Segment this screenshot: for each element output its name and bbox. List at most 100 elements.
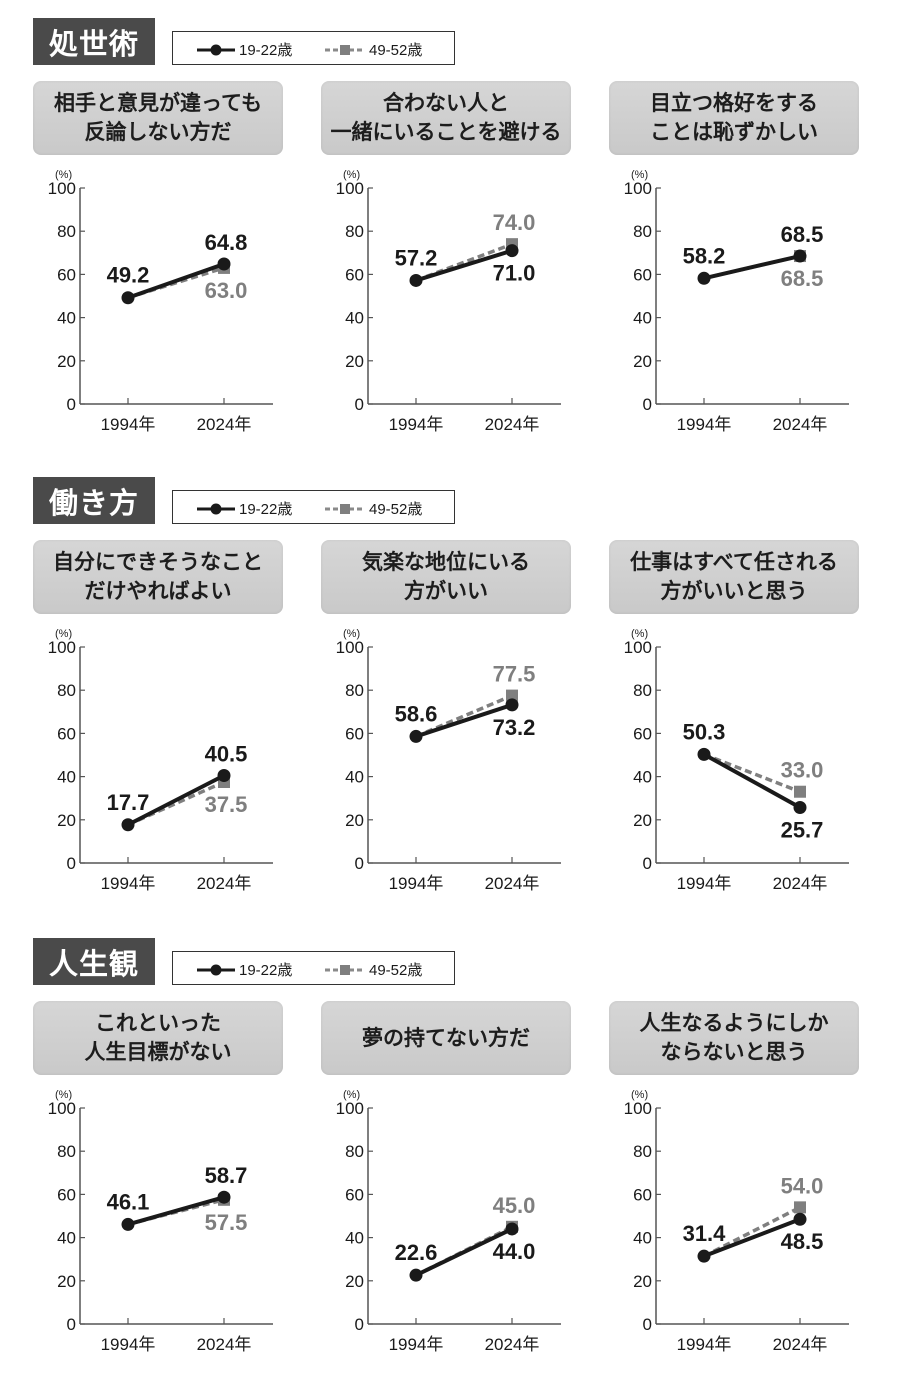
chart-title-line: これといった [95, 1011, 221, 1035]
circle-marker-icon [121, 818, 135, 832]
svg-text:40: 40 [633, 768, 652, 787]
chart-title-line: 人生目標がない [84, 1040, 232, 1064]
chart-title-card: 気楽な地位にいる 方がいい [321, 540, 571, 614]
svg-text:40: 40 [633, 1229, 652, 1248]
legend: 19-22歳 49-52歳 [172, 490, 455, 524]
series-19-22-line [127, 262, 225, 300]
svg-text:0: 0 [355, 395, 364, 414]
series-19-22-line [415, 248, 513, 283]
circle-marker-icon [505, 1222, 519, 1236]
svg-text:68.5: 68.5 [781, 222, 824, 247]
dashed-line-square-icon [325, 503, 365, 514]
line-chart: (%) 0 20 40 60 80 100 1994年 2024年 57.2 74.0 71.0 [321, 160, 601, 440]
chart-title-card: これといった 人生目標がない [33, 1001, 283, 1075]
svg-text:(%): (%) [631, 169, 648, 181]
svg-text:80: 80 [345, 1142, 364, 1161]
svg-text:80: 80 [57, 222, 76, 241]
svg-text:40: 40 [345, 309, 364, 328]
series-19-22-line [415, 1227, 513, 1277]
chart-svg: (%) 0 20 40 60 80 100 1994年 2024年 58.2 68.5 68.5 [624, 169, 849, 434]
svg-text:73.2: 73.2 [493, 715, 536, 740]
svg-text:2024年: 2024年 [773, 874, 828, 893]
svg-text:(%): (%) [631, 628, 648, 640]
chart-svg: (%) 0 20 40 60 80 100 1994年 2024年 46.1 58.7 57.5 [48, 1089, 273, 1354]
chart-title-card: 夢の持てない方だ [321, 1001, 571, 1075]
svg-text:46.1: 46.1 [107, 1189, 150, 1214]
svg-text:71.0: 71.0 [493, 261, 536, 286]
svg-text:2024年: 2024年 [485, 1335, 540, 1354]
svg-text:1994年: 1994年 [389, 1335, 444, 1354]
chart-title-card: 相手と意見が違っても 反論しない方だ [33, 81, 283, 155]
svg-text:60: 60 [57, 265, 76, 284]
svg-text:1994年: 1994年 [677, 874, 732, 893]
legend: 19-22歳 49-52歳 [172, 951, 455, 985]
svg-text:48.5: 48.5 [781, 1229, 824, 1254]
svg-text:20: 20 [633, 1272, 652, 1291]
series-19-22-line [703, 752, 801, 810]
svg-text:20: 20 [57, 811, 76, 830]
svg-text:1994年: 1994年 [389, 415, 444, 434]
legend-item-49-52: 49-52歳 [325, 39, 422, 60]
chart-svg: (%) 0 20 40 60 80 100 1994年 2024年 50.3 33.0 25.7 [624, 628, 849, 893]
chart-title-card: 人生なるようにしか ならないと思う [609, 1001, 859, 1075]
svg-text:45.0: 45.0 [493, 1193, 536, 1218]
svg-text:20: 20 [57, 1272, 76, 1291]
svg-text:54.0: 54.0 [781, 1173, 824, 1198]
chart-title-line: 人生なるようにしか [639, 1011, 829, 1035]
svg-text:80: 80 [345, 681, 364, 700]
solid-line-circle-icon [197, 503, 235, 514]
svg-text:80: 80 [633, 1142, 652, 1161]
chart-svg: (%) 0 20 40 60 80 100 1994年 2024年 58.6 77.5 73.2 [336, 628, 561, 893]
chart-title-card: 自分にできそうなこと だけやればよい [33, 540, 283, 614]
legend-item-49-52: 49-52歳 [325, 959, 422, 980]
chart-title-card: 合わない人と 一緒にいることを避ける [321, 81, 571, 155]
svg-text:58.6: 58.6 [395, 701, 438, 726]
circle-marker-icon [121, 291, 135, 305]
line-chart: (%) 0 20 40 60 80 100 1994年 2024年 17.7 40.5 37.5 [33, 619, 313, 899]
line-chart: (%) 0 20 40 60 80 100 1994年 2024年 58.2 68.5 68.5 [609, 160, 889, 440]
svg-text:80: 80 [57, 1142, 76, 1161]
svg-text:100: 100 [336, 638, 364, 657]
svg-text:80: 80 [57, 681, 76, 700]
svg-text:40: 40 [57, 768, 76, 787]
chart-title-line: 方がいいと思う [660, 579, 808, 603]
circle-marker-icon [697, 271, 711, 285]
legend-label: 49-52歳 [369, 42, 423, 59]
svg-text:37.5: 37.5 [205, 792, 248, 817]
svg-text:57.5: 57.5 [205, 1210, 248, 1235]
svg-text:80: 80 [633, 222, 652, 241]
svg-text:(%): (%) [631, 1089, 648, 1101]
svg-text:74.0: 74.0 [493, 210, 536, 235]
section-jinseikan: 人生観 19-22歳 49-52歳 [0, 920, 904, 1380]
svg-text:0: 0 [67, 854, 76, 873]
svg-text:44.0: 44.0 [493, 1239, 536, 1264]
square-marker-icon [506, 689, 518, 702]
svg-text:0: 0 [355, 1315, 364, 1334]
chart-svg: (%) 0 20 40 60 80 100 1994年 2024年 49.2 64.8 63.0 [48, 169, 273, 434]
section-shoseijutsu: 処世術 19-22歳 49-52歳 [0, 0, 904, 460]
line-chart: (%) 0 20 40 60 80 100 1994年 2024年 22.6 45.0 44.0 [321, 1080, 601, 1360]
svg-text:(%): (%) [343, 1089, 360, 1101]
legend-item-19-22: 19-22歳 [197, 498, 292, 519]
chart-svg: (%) 0 20 40 60 80 100 1994年 2024年 31.4 54.0 48.5 [624, 1089, 849, 1354]
svg-text:2024年: 2024年 [485, 874, 540, 893]
svg-text:(%): (%) [55, 1089, 72, 1101]
svg-text:1994年: 1994年 [101, 874, 156, 893]
svg-text:(%): (%) [343, 169, 360, 181]
chart-svg: (%) 0 20 40 60 80 100 1994年 2024年 17.7 40.5 37.5 [48, 628, 273, 893]
svg-text:100: 100 [48, 638, 76, 657]
circle-marker-icon [217, 769, 231, 783]
svg-text:60: 60 [633, 724, 652, 743]
svg-text:68.5: 68.5 [781, 266, 824, 291]
circle-marker-icon [409, 1268, 423, 1282]
svg-text:40: 40 [57, 1229, 76, 1248]
circle-marker-icon [409, 729, 423, 743]
series-19-22-line [127, 1195, 225, 1227]
svg-text:40: 40 [57, 309, 76, 328]
series-19-22-line [703, 254, 801, 281]
svg-text:60: 60 [345, 1185, 364, 1204]
svg-text:1994年: 1994年 [101, 415, 156, 434]
svg-text:33.0: 33.0 [781, 758, 824, 783]
svg-text:(%): (%) [55, 628, 72, 640]
svg-text:20: 20 [345, 1272, 364, 1291]
